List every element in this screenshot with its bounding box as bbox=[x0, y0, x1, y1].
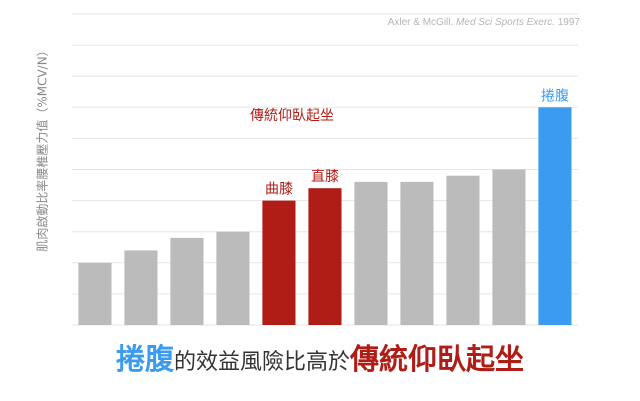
headline-middle: 的效益風險比高於 bbox=[173, 350, 350, 375]
source-journal: Med Sci Sports Exerc. bbox=[456, 17, 555, 28]
traditional-situp-annotation: 傳統仰臥起坐 bbox=[250, 108, 334, 124]
headline-traditional-situp: 傳統仰臥起坐 bbox=[350, 342, 525, 376]
headline: 捲腹的效益風險比高於傳統仰臥起坐 bbox=[0, 336, 640, 387]
bar-label-11: 捲腹 bbox=[541, 87, 569, 104]
bar-2 bbox=[124, 250, 158, 325]
bar-4 bbox=[216, 231, 250, 325]
bar-labels: 曲膝 直膝 捲腹 bbox=[265, 87, 569, 197]
bar-1 bbox=[78, 262, 112, 325]
source-year: 1997 bbox=[557, 17, 580, 28]
bar-3 bbox=[170, 237, 204, 325]
bar-7 bbox=[354, 181, 388, 325]
source-citation: Axler & McGill. Med Sci Sports Exerc. 19… bbox=[388, 17, 580, 28]
bar-chart: 曲膝 直膝 捲腹 bbox=[72, 13, 578, 326]
bar-label-5: 曲膝 bbox=[265, 182, 293, 198]
bars bbox=[78, 107, 572, 325]
bar-6 bbox=[308, 188, 342, 325]
source-authors: Axler & McGill. bbox=[387, 17, 454, 28]
bar-10 bbox=[492, 169, 526, 325]
bar-5 bbox=[262, 200, 296, 325]
y-axis-label: 肌肉啟動比率腰椎壓力值（%MCV/N） bbox=[35, 44, 50, 252]
bar-11 bbox=[538, 107, 572, 325]
bar-9 bbox=[446, 175, 480, 325]
headline-crunch: 捲腹 bbox=[115, 342, 174, 376]
bar-8 bbox=[400, 181, 434, 325]
bar-label-6: 直膝 bbox=[311, 168, 339, 185]
